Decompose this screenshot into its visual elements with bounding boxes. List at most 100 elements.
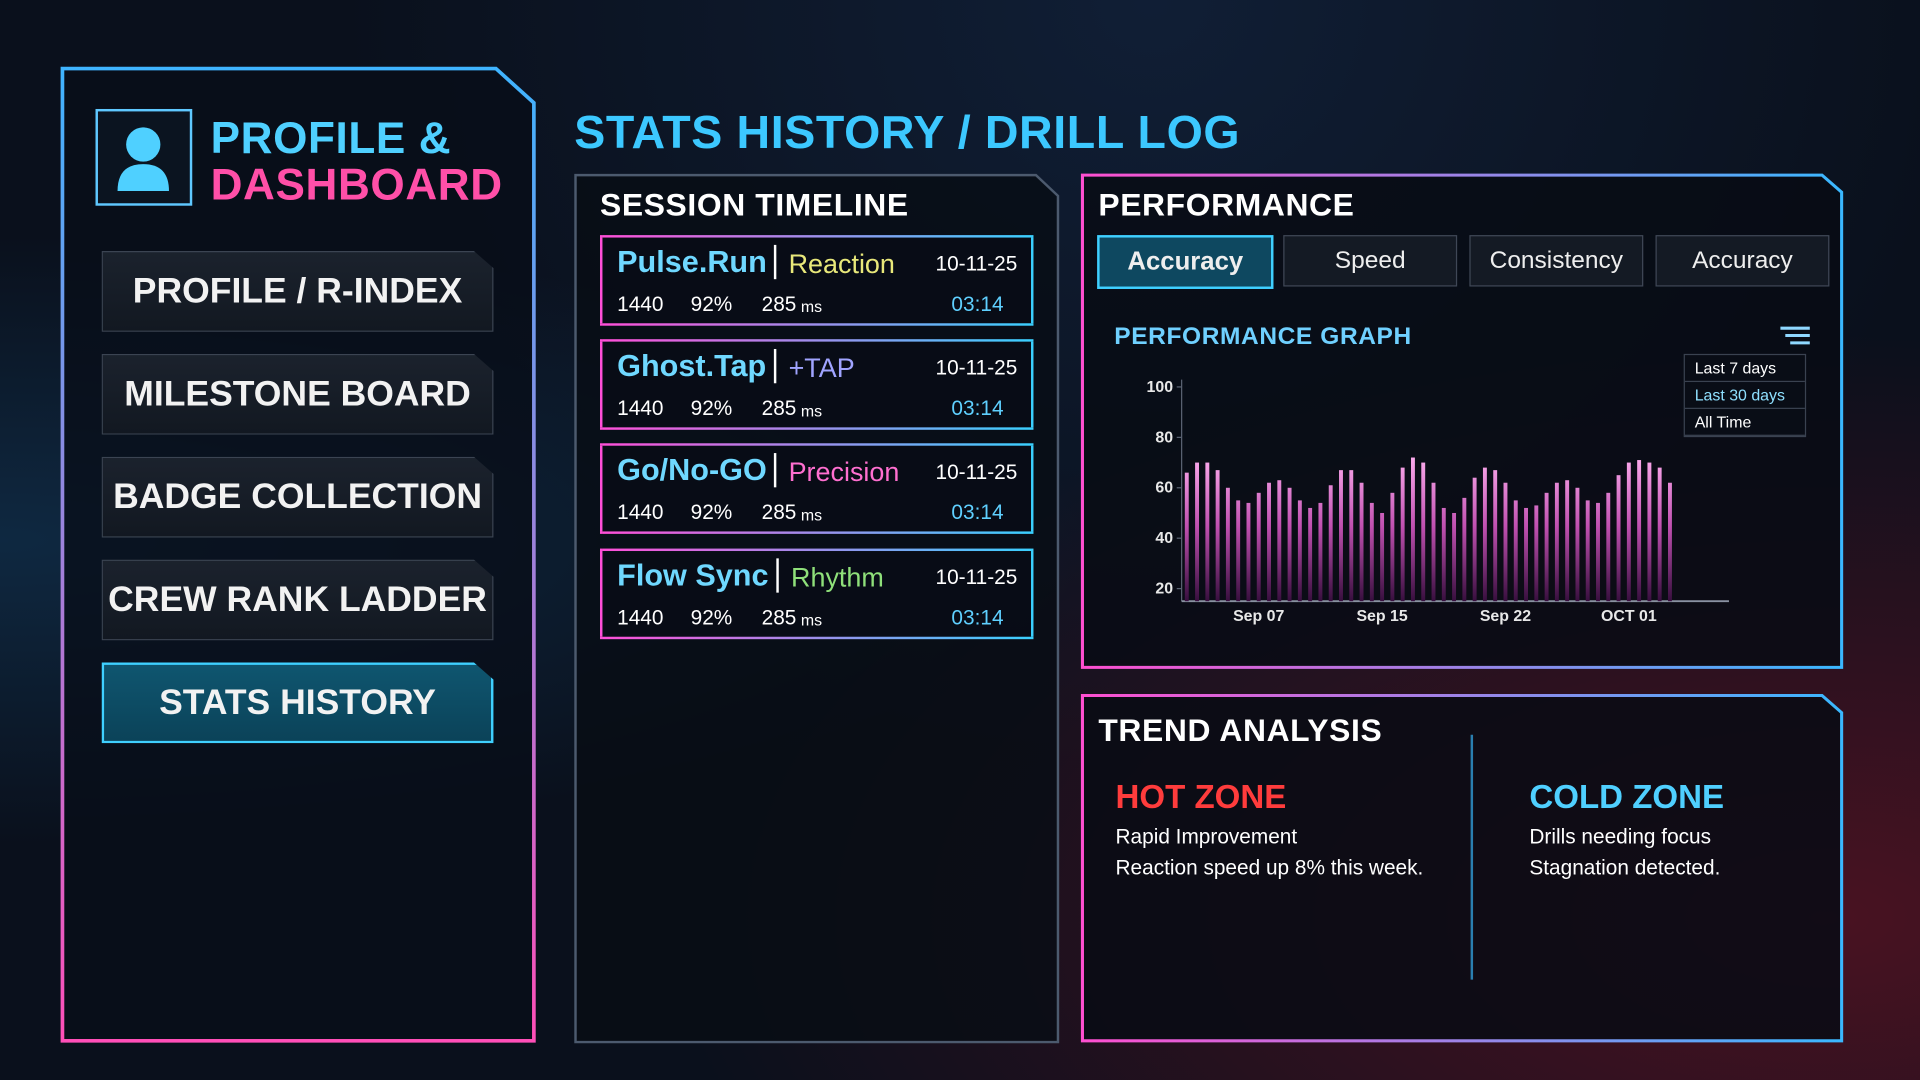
- session-duration: 03:14: [951, 500, 1004, 525]
- line: Rapid Improvement: [1115, 825, 1298, 849]
- session-time: 285: [761, 396, 797, 420]
- bar: [1565, 480, 1570, 602]
- performance-frame: [1080, 173, 1844, 669]
- session-score: 1440: [617, 292, 664, 316]
- menu-item[interactable]: All Time: [1684, 409, 1805, 436]
- line: Stagnation detected.: [1529, 855, 1721, 880]
- bar: [1205, 462, 1210, 602]
- bar: [1328, 485, 1333, 602]
- session-score: 1440: [617, 396, 664, 420]
- session-tag: Reaction: [788, 248, 895, 280]
- session-tag: +TAP: [788, 352, 855, 384]
- x-tick-label: Sep 22: [1480, 608, 1531, 625]
- bar: [1575, 487, 1580, 602]
- session-score: 1440: [617, 606, 664, 630]
- bar: [1452, 512, 1457, 602]
- bar: [1421, 462, 1426, 602]
- bar: [1410, 457, 1415, 602]
- bar: [1462, 497, 1467, 602]
- tab[interactable]: Accuracy: [1097, 235, 1274, 289]
- menu-item[interactable]: Last 30 days: [1684, 382, 1805, 409]
- tab[interactable]: Speed: [1283, 235, 1458, 287]
- y-tick-label: 40: [1155, 530, 1173, 547]
- bar: [1256, 492, 1261, 602]
- session-time: 285: [761, 500, 797, 525]
- x-tick-label: OCT 01: [1601, 608, 1657, 625]
- session-time-unit: ms: [800, 505, 823, 525]
- bar: [1585, 500, 1590, 602]
- y-tick-label: 100: [1147, 379, 1174, 396]
- session-name: Go/No-GO: [617, 453, 777, 488]
- bar: [1297, 500, 1302, 602]
- y-tick-label: 60: [1155, 480, 1173, 497]
- graph-title: PERFORMANCE GRAPH: [1114, 323, 1412, 351]
- session-date: 10-11-25: [935, 565, 1018, 589]
- bar: [1657, 467, 1662, 602]
- bar: [1390, 492, 1395, 602]
- hot-zone-text: Rapid Improvement Reaction speed up 8% th…: [1116, 822, 1424, 883]
- bar: [1277, 480, 1282, 602]
- line: Reaction speed up 8% this week.: [1115, 855, 1424, 880]
- session-card[interactable]: Flow Sync Rhythm 10-11-25 1440 92% 285 ms 03:14: [600, 548, 1034, 640]
- bar: [1554, 482, 1559, 602]
- session-card[interactable]: Pulse.Run Reaction 10-11-25 1440 92% 285 ms 03:…: [600, 235, 1034, 326]
- session-duration: 03:14: [951, 292, 1004, 316]
- nav-button[interactable]: MILESTONE BOARD: [101, 353, 494, 435]
- session-accuracy: 92%: [690, 500, 733, 525]
- session-date: 10-11-25: [935, 252, 1018, 276]
- trend-frame: [1080, 693, 1844, 1043]
- bar: [1195, 462, 1200, 602]
- session-date: 10-11-25: [935, 460, 1018, 484]
- x-tick-label: Sep 15: [1356, 608, 1407, 625]
- bar: [1380, 512, 1385, 602]
- session-time-unit: ms: [800, 611, 823, 630]
- bar: [1287, 487, 1292, 602]
- bar: [1534, 505, 1539, 602]
- y-tick-label: 80: [1155, 429, 1173, 446]
- bar: [1246, 502, 1251, 602]
- bar: [1524, 507, 1528, 602]
- session-accuracy: 92%: [690, 606, 733, 630]
- tab[interactable]: Accuracy: [1655, 235, 1830, 287]
- avatar-head: [126, 127, 161, 162]
- bar: [1513, 500, 1518, 602]
- session-time: 285: [761, 292, 797, 316]
- session-card[interactable]: Go/No-GO Precision 10-11-25 1440 92% 285 ms 03:…: [600, 443, 1034, 534]
- sidebar-title: PROFILE &: [210, 112, 452, 163]
- session-score: 1440: [617, 500, 664, 525]
- bar: [1267, 482, 1271, 602]
- session-duration: 03:14: [951, 396, 1004, 420]
- nav-button[interactable]: BADGE COLLECTION: [101, 456, 494, 538]
- cold-zone-title: COLD ZONE: [1529, 778, 1725, 816]
- bar: [1482, 467, 1487, 602]
- bar: [1606, 492, 1611, 602]
- nav-button[interactable]: PROFILE / R-INDEX: [101, 251, 494, 332]
- bar: [1493, 470, 1498, 602]
- bar: [1184, 472, 1189, 602]
- bar: [1647, 462, 1652, 602]
- session-tag: Precision: [788, 456, 900, 488]
- range-menu: Last 7 days Last 30 days All Time: [1683, 353, 1807, 438]
- session-time-unit: ms: [800, 297, 823, 316]
- x-tick-label: Sep 07: [1233, 608, 1284, 625]
- bar: [1349, 470, 1354, 602]
- tab[interactable]: Consistency: [1469, 235, 1644, 287]
- session-duration: 03:14: [951, 606, 1004, 630]
- menu-icon: [1780, 326, 1810, 345]
- menu-item[interactable]: Last 7 days: [1684, 355, 1805, 383]
- panel-title: SESSION TIMELINE: [600, 186, 909, 223]
- panel-title: TREND ANALYSIS: [1098, 711, 1383, 749]
- bar: [1544, 492, 1549, 602]
- y-tick-label: 20: [1155, 581, 1173, 598]
- session-card[interactable]: Ghost.Tap +TAP 10-11-25 1440 92% 285 ms 03:14: [600, 339, 1034, 430]
- nav-button[interactable]: CREW RANK LADDER: [101, 559, 494, 641]
- session-tag: Rhythm: [791, 562, 884, 593]
- page-title: STATS HISTORY / DRILL LOG: [574, 107, 1241, 160]
- nav-button[interactable]: STATS HISTORY: [101, 662, 494, 744]
- session-time-unit: ms: [800, 401, 823, 420]
- sidebar-title: DASHBOARD: [210, 159, 503, 210]
- session-name: Pulse.Run: [617, 244, 777, 280]
- bar: [1596, 502, 1600, 602]
